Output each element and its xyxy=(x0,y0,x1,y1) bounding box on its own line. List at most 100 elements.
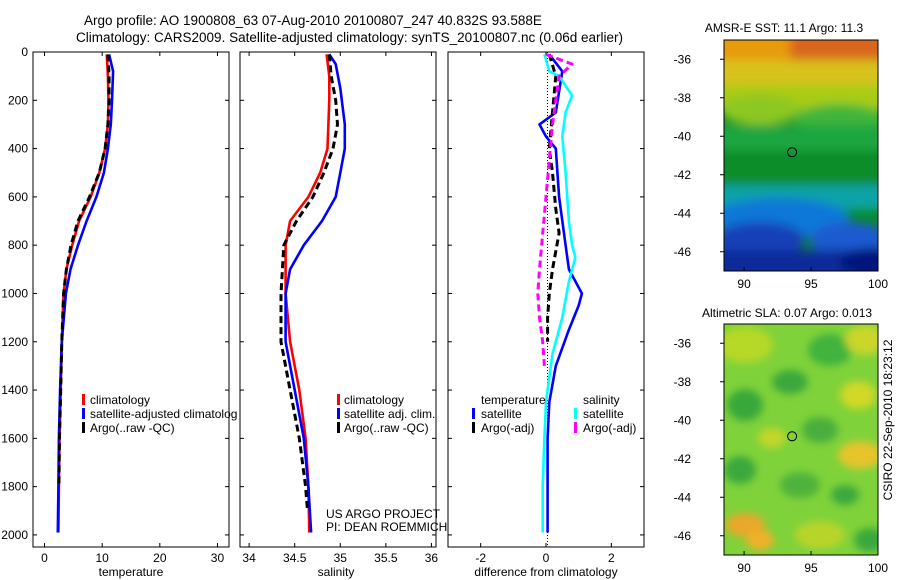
map-y-tick-label: -42 xyxy=(674,452,692,466)
map-sst-frame xyxy=(723,39,879,272)
panel-salinity: 34 34.5 35 35.5 36 salinity climatology sate… xyxy=(239,51,447,579)
legend-label-sal-argo: Argo(-adj) xyxy=(583,421,636,435)
legend-label-satellite: satellite-adjusted climatolog xyxy=(90,407,237,421)
x-tick-label: 35 xyxy=(334,551,348,565)
y-tick-label: 600 xyxy=(8,190,28,204)
panel-temperature-xticks: 0 10 20 30 xyxy=(41,52,224,565)
panel-salinity-lines xyxy=(279,53,347,533)
panel-salinity-xticks: 34 34.5 35 35.5 36 xyxy=(242,52,438,565)
map-y-tick-label: -38 xyxy=(674,375,692,389)
map-sla-frame xyxy=(723,323,879,556)
header-title-line2: Climatology: CARS2009. Satellite-adjuste… xyxy=(76,30,623,45)
series-line-satellite-adj-clim xyxy=(284,53,347,533)
y-tick-label: 400 xyxy=(8,142,28,156)
x-tick-label: 20 xyxy=(153,551,167,565)
map-sla: Altimetric SLA: 0.07 Argo: 0.013 xyxy=(674,306,889,575)
series-line-argo-raw-qc xyxy=(279,54,339,511)
legend-swatch-temp-argo xyxy=(472,422,475,433)
map-y-tick-label: -36 xyxy=(674,52,692,66)
map-sst-field xyxy=(724,40,878,271)
header-title-line1: Argo profile: AO 1900808_63 07-Aug-2010 … xyxy=(84,13,542,28)
x-tick-label: 35.5 xyxy=(374,551,398,565)
series-line-argo-adj xyxy=(546,53,561,342)
legend-label-satellite: satellite adj. clim. xyxy=(344,407,435,421)
map-y-tick-label: -42 xyxy=(674,168,692,182)
legend-label-temp-satellite: satellite xyxy=(481,407,522,421)
legend-swatch-temp-satellite xyxy=(472,408,475,419)
x-tick-label: 2 xyxy=(608,551,615,565)
series-line-satellite xyxy=(541,54,577,533)
map-y-tick-label: -38 xyxy=(674,91,692,105)
legend-group-temperature: temperature xyxy=(481,393,546,407)
panel-salinity-yticks xyxy=(240,51,436,536)
x-tick-label: 36 xyxy=(425,551,439,565)
legend-swatch-argo xyxy=(82,422,85,433)
series-line-satellite-adjusted-climatolog xyxy=(56,54,115,533)
x-tick-label: 10 xyxy=(95,551,109,565)
legend-label-climatology: climatology xyxy=(344,393,404,407)
panel-difference-frame xyxy=(447,51,645,548)
legend-swatch-sal-argo xyxy=(574,422,577,433)
map-y-tick-label: -44 xyxy=(674,206,692,220)
panel-salinity-frame xyxy=(239,51,437,548)
y-tick-label: 1800 xyxy=(1,480,28,494)
map-x-tick-label: 100 xyxy=(868,561,888,575)
panel-salinity-xlabel: salinity xyxy=(318,565,355,579)
map-y-tick-label: -36 xyxy=(674,336,692,350)
legend-label-sal-satellite: satellite xyxy=(583,407,624,421)
series-line-argo-adj xyxy=(536,52,574,367)
map-sla-yticks: -36 -38 -40 -42 -44 -46 xyxy=(674,336,724,543)
map-x-tick-label: 95 xyxy=(804,561,818,575)
x-tick-label: 0 xyxy=(543,551,550,565)
panel-temperature-yticks: 0 200 400 600 800 1000 1200 1400 1600 1800 2000 xyxy=(1,45,229,542)
map-sst-float-marker xyxy=(787,147,798,158)
panel-difference-xlabel: difference from climatology xyxy=(474,565,617,579)
legend-label-argo: Argo(..raw -QC) xyxy=(344,421,429,435)
map-sst: AMSR-E SST: 11.1 Argo: 11.3 - xyxy=(674,21,889,291)
map-y-tick-label: -40 xyxy=(674,413,692,427)
panel-temperature-xlabel: temperature xyxy=(99,565,164,579)
panel-temperature: 0 200 400 600 800 1000 1200 1400 1600 1800 2000 0 1… xyxy=(1,45,237,579)
series-line-satellite xyxy=(538,53,584,533)
footer-stamp: CSIRO 22-Sep-2010 18:23:12 xyxy=(881,339,895,500)
panel-salinity-legend: climatology satellite adj. clim. Argo(..… xyxy=(337,393,435,435)
x-tick-label: 30 xyxy=(211,551,225,565)
x-tick-label: 34 xyxy=(242,551,256,565)
map-x-tick-label: 95 xyxy=(804,277,818,291)
legend-swatch-satellite xyxy=(82,408,85,419)
legend-label-argo: Argo(..raw -QC) xyxy=(90,421,175,435)
map-sst-title: AMSR-E SST: 11.1 Argo: 11.3 xyxy=(705,21,864,35)
legend-swatch-argo xyxy=(337,422,340,433)
map-y-tick-label: -46 xyxy=(674,529,692,543)
panel-difference-yticks xyxy=(448,51,644,536)
panel-difference: -2 0 2 difference from climatology tempera… xyxy=(447,51,645,579)
legend-label-climatology: climatology xyxy=(90,393,150,407)
map-sla-xticks: 90 95 100 xyxy=(737,551,888,575)
y-tick-label: 1200 xyxy=(1,335,28,349)
legend-swatch-sal-satellite xyxy=(574,408,577,419)
map-y-tick-label: -44 xyxy=(674,490,692,504)
y-tick-label: 1000 xyxy=(1,286,28,300)
panel-temperature-legend: climatology satellite-adjusted climatolo… xyxy=(82,393,237,435)
map-x-tick-label: 90 xyxy=(737,561,751,575)
panel-difference-legend: temperature satellite Argo(-adj) salinit… xyxy=(472,393,636,435)
map-sst-xticks: 90 95 100 xyxy=(737,267,888,291)
legend-label-temp-argo: Argo(-adj) xyxy=(481,421,534,435)
panel-temperature-lines xyxy=(56,54,115,533)
map-y-tick-label: -40 xyxy=(674,129,692,143)
series-line-climatology xyxy=(284,54,331,533)
legend-swatch-climatology xyxy=(82,394,85,405)
legend-swatch-satellite xyxy=(337,408,340,419)
y-tick-label: 2000 xyxy=(1,528,28,542)
panel-difference-xticks: -2 0 2 xyxy=(475,52,615,565)
x-tick-label: 0 xyxy=(41,551,48,565)
map-sla-field xyxy=(724,324,878,555)
map-y-tick-label: -46 xyxy=(674,245,692,259)
map-x-tick-label: 100 xyxy=(868,277,888,291)
map-sla-float-marker xyxy=(787,431,798,442)
x-tick-label: -2 xyxy=(475,551,486,565)
legend-group-salinity: salinity xyxy=(583,393,620,407)
y-tick-label: 800 xyxy=(8,238,28,252)
map-x-tick-label: 90 xyxy=(737,277,751,291)
